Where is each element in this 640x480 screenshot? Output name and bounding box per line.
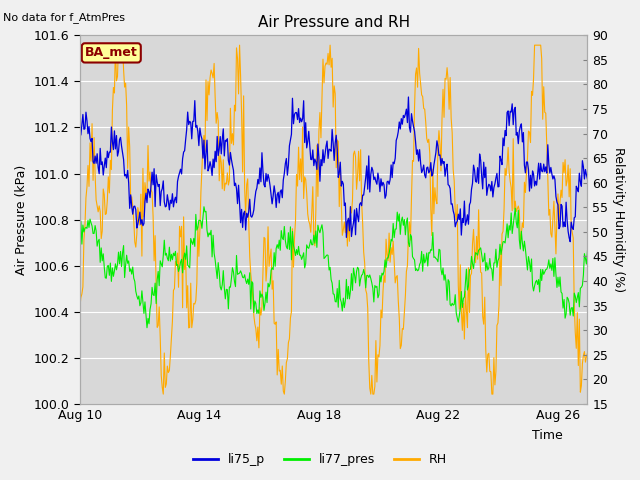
Legend: li75_p, li77_pres, RH: li75_p, li77_pres, RH (188, 448, 452, 471)
Text: BA_met: BA_met (85, 47, 138, 60)
Text: No data for f_AtmPres: No data for f_AtmPres (3, 12, 125, 23)
Title: Air Pressure and RH: Air Pressure and RH (257, 15, 410, 30)
Y-axis label: Relativity Humidity (%): Relativity Humidity (%) (612, 147, 625, 292)
Y-axis label: Air Pressure (kPa): Air Pressure (kPa) (15, 165, 28, 275)
Text: Time: Time (532, 429, 563, 442)
